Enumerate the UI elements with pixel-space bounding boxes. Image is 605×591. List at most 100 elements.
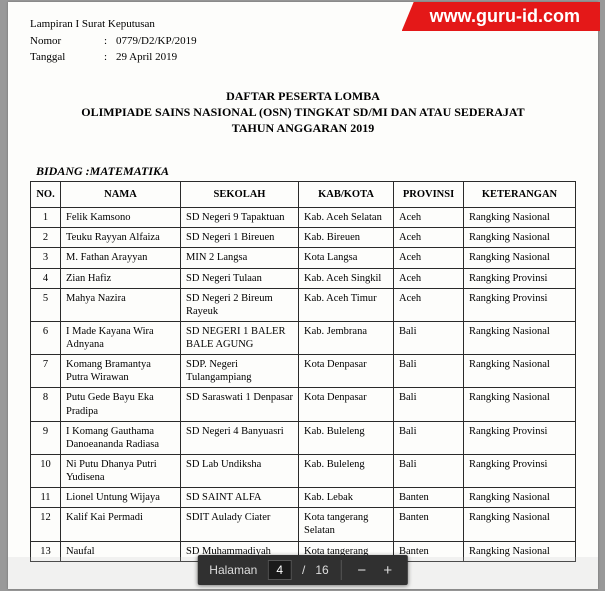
cell-provinsi: Banten — [394, 488, 464, 508]
table-row: 9I Komang Gauthama Danoeananda RadiasaSD… — [31, 421, 576, 454]
cell-no: 8 — [31, 388, 61, 421]
table-row: 1Felik KamsonoSD Negeri 9 TapaktuanKab. … — [31, 208, 576, 228]
cell-nama: Zian Hafiz — [61, 268, 181, 288]
cell-no: 13 — [31, 541, 61, 561]
col-header-keterangan: KETERANGAN — [464, 182, 576, 208]
tanggal-value: 29 April 2019 — [116, 49, 177, 66]
page-label: Halaman — [209, 563, 257, 577]
cell-keterangan: Rangking Nasional — [464, 248, 576, 268]
pdf-viewer-toolbar: Halaman 4 / 16 − + — [197, 555, 407, 585]
current-page-input[interactable]: 4 — [267, 560, 292, 580]
document-page: www.guru-id.com Lampiran I Surat Keputus… — [8, 2, 598, 589]
cell-kabkota: Kab. Buleleng — [299, 454, 394, 487]
cell-kabkota: Kab. Lebak — [299, 488, 394, 508]
tanggal-label: Tanggal — [30, 49, 104, 66]
cell-nama: Lionel Untung Wijaya — [61, 488, 181, 508]
cell-provinsi: Banten — [394, 508, 464, 541]
cell-kabkota: Kota tangerang Selatan — [299, 508, 394, 541]
cell-provinsi: Aceh — [394, 248, 464, 268]
cell-keterangan: Rangking Nasional — [464, 388, 576, 421]
site-watermark: www.guru-id.com — [402, 2, 600, 31]
table-header-row: NO. NAMA SEKOLAH KAB/KOTA PROVINSI KETER… — [31, 182, 576, 208]
zoom-out-button[interactable]: − — [354, 562, 370, 578]
cell-keterangan: Rangking Nasional — [464, 208, 576, 228]
col-header-provinsi: PROVINSI — [394, 182, 464, 208]
table-row: 3M. Fathan ArayyanMIN 2 LangsaKota Langs… — [31, 248, 576, 268]
cell-nama: Komang Bramantya Putra Wirawan — [61, 355, 181, 388]
cell-no: 1 — [31, 208, 61, 228]
cell-nama: I Made Kayana Wira Adnyana — [61, 321, 181, 354]
cell-kabkota: Kab. Aceh Selatan — [299, 208, 394, 228]
cell-kabkota: Kota Denpasar — [299, 355, 394, 388]
cell-kabkota: Kab. Aceh Singkil — [299, 268, 394, 288]
cell-keterangan: Rangking Provinsi — [464, 288, 576, 321]
zoom-in-button[interactable]: + — [380, 562, 396, 578]
cell-keterangan: Rangking Nasional — [464, 488, 576, 508]
cell-provinsi: Bali — [394, 388, 464, 421]
cell-kabkota: Kab. Bireuen — [299, 228, 394, 248]
cell-sekolah: SD Lab Undiksha — [181, 454, 299, 487]
cell-keterangan: Rangking Provinsi — [464, 268, 576, 288]
cell-sekolah: SD Negeri 9 Tapaktuan — [181, 208, 299, 228]
cell-nama: Kalif Kai Permadi — [61, 508, 181, 541]
cell-no: 3 — [31, 248, 61, 268]
cell-no: 11 — [31, 488, 61, 508]
cell-provinsi: Aceh — [394, 288, 464, 321]
title-line-2: OLIMPIADE SAINS NASIONAL (OSN) TINGKAT S… — [30, 104, 576, 120]
cell-keterangan: Rangking Nasional — [464, 355, 576, 388]
cell-no: 6 — [31, 321, 61, 354]
cell-provinsi: Aceh — [394, 228, 464, 248]
cell-no: 7 — [31, 355, 61, 388]
table-row: 11Lionel Untung WijayaSD SAINT ALFAKab. … — [31, 488, 576, 508]
col-header-no: NO. — [31, 182, 61, 208]
cell-keterangan: Rangking Nasional — [464, 508, 576, 541]
cell-keterangan: Rangking Provinsi — [464, 421, 576, 454]
cell-keterangan: Rangking Nasional — [464, 541, 576, 561]
cell-sekolah: SD Negeri 1 Bireuen — [181, 228, 299, 248]
table-row: 6I Made Kayana Wira AdnyanaSD NEGERI 1 B… — [31, 321, 576, 354]
bidang-heading: BIDANG :MATEMATIKA — [36, 164, 576, 179]
cell-nama: Putu Gede Bayu Eka Pradipa — [61, 388, 181, 421]
document-title: DAFTAR PESERTA LOMBA OLIMPIADE SAINS NAS… — [30, 88, 576, 137]
cell-keterangan: Rangking Provinsi — [464, 454, 576, 487]
cell-nama: Naufal — [61, 541, 181, 561]
col-header-sekolah: SEKOLAH — [181, 182, 299, 208]
table-row: 7Komang Bramantya Putra WirawanSDP. Nege… — [31, 355, 576, 388]
cell-sekolah: SD Saraswati 1 Denpasar — [181, 388, 299, 421]
cell-nama: Felik Kamsono — [61, 208, 181, 228]
cell-no: 4 — [31, 268, 61, 288]
colon: : — [104, 33, 116, 50]
table-row: 8Putu Gede Bayu Eka PradipaSD Saraswati … — [31, 388, 576, 421]
cell-kabkota: Kota Denpasar — [299, 388, 394, 421]
table-row: 10Ni Putu Dhanya Putri YudisenaSD Lab Un… — [31, 454, 576, 487]
cell-no: 12 — [31, 508, 61, 541]
cell-no: 5 — [31, 288, 61, 321]
cell-provinsi: Aceh — [394, 208, 464, 228]
cell-sekolah: SD Negeri 2 Bireum Rayeuk — [181, 288, 299, 321]
cell-keterangan: Rangking Nasional — [464, 321, 576, 354]
cell-nama: I Komang Gauthama Danoeananda Radiasa — [61, 421, 181, 454]
cell-kabkota: Kota Langsa — [299, 248, 394, 268]
table-row: 5Mahya NaziraSD Negeri 2 Bireum RayeukKa… — [31, 288, 576, 321]
cell-provinsi: Bali — [394, 421, 464, 454]
cell-no: 2 — [31, 228, 61, 248]
table-row: 4Zian HafizSD Negeri TulaanKab. Aceh Sin… — [31, 268, 576, 288]
cell-sekolah: SD NEGERI 1 BALER BALE AGUNG — [181, 321, 299, 354]
cell-sekolah: MIN 2 Langsa — [181, 248, 299, 268]
cell-sekolah: SDP. Negeri Tulangampiang — [181, 355, 299, 388]
cell-kabkota: Kab. Aceh Timur — [299, 288, 394, 321]
cell-sekolah: SDIT Aulady Ciater — [181, 508, 299, 541]
cell-nama: Teuku Rayyan Alfaiza — [61, 228, 181, 248]
colon: : — [104, 49, 116, 66]
participant-table: NO. NAMA SEKOLAH KAB/KOTA PROVINSI KETER… — [30, 181, 576, 562]
lampiran-label: Lampiran I Surat Keputusan — [30, 16, 155, 33]
cell-keterangan: Rangking Nasional — [464, 228, 576, 248]
cell-no: 9 — [31, 421, 61, 454]
table-row: 2Teuku Rayyan AlfaizaSD Negeri 1 Bireuen… — [31, 228, 576, 248]
cell-nama: M. Fathan Arayyan — [61, 248, 181, 268]
title-line-1: DAFTAR PESERTA LOMBA — [30, 88, 576, 104]
cell-nama: Mahya Nazira — [61, 288, 181, 321]
cell-provinsi: Bali — [394, 454, 464, 487]
nomor-label: Nomor — [30, 33, 104, 50]
total-pages: 16 — [315, 563, 328, 577]
